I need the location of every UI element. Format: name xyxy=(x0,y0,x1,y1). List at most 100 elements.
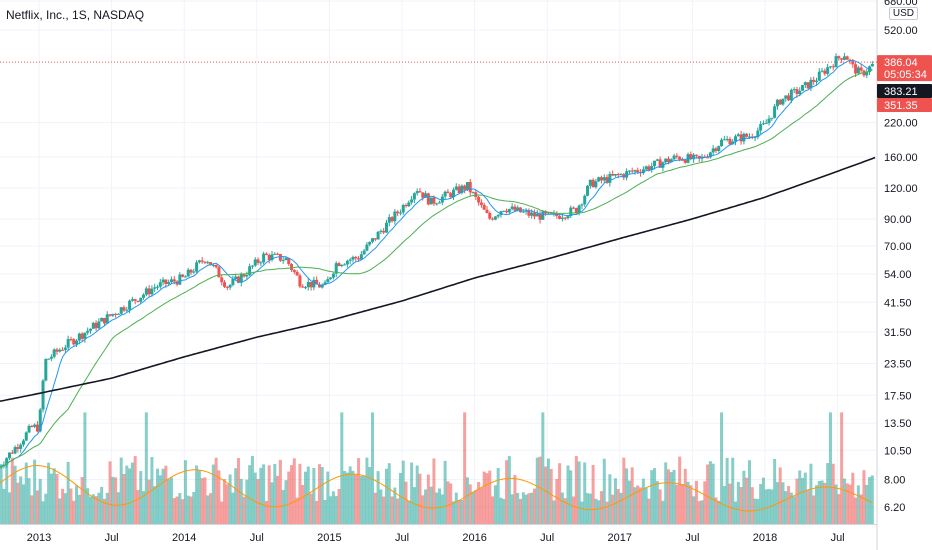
symbol-title[interactable]: Netflix, Inc., 1S, NASDAQ xyxy=(6,8,145,22)
volume-bar xyxy=(519,498,523,524)
candle-body xyxy=(680,159,684,161)
candle-body xyxy=(206,262,210,264)
volume-bar xyxy=(379,489,383,524)
candle-body xyxy=(706,157,710,159)
volume-bar xyxy=(142,491,146,524)
volume-bar xyxy=(714,497,718,524)
candle-body xyxy=(236,276,240,283)
candle-body xyxy=(566,216,570,219)
candle-body xyxy=(558,216,562,219)
candle-body xyxy=(306,281,310,288)
volume-bar xyxy=(697,501,701,524)
volume-bar xyxy=(761,477,765,524)
candle-body xyxy=(359,254,363,260)
volume-bar xyxy=(136,489,140,524)
candle-body xyxy=(61,349,65,351)
candle-body xyxy=(644,166,648,170)
candle-body xyxy=(161,279,165,283)
volume-bar xyxy=(692,496,696,524)
volume-bar xyxy=(770,489,774,524)
candle-body xyxy=(611,173,615,176)
candle-body xyxy=(438,202,442,204)
candle-body xyxy=(418,191,422,193)
volume-bar xyxy=(295,497,299,524)
price-tick-label: 70.00 xyxy=(884,241,912,253)
candle-body xyxy=(404,205,408,207)
volume-bar xyxy=(602,458,606,524)
volume-bar xyxy=(739,487,743,524)
candle-body xyxy=(362,250,366,255)
candle-body xyxy=(415,191,419,194)
volume-bar xyxy=(775,482,779,524)
volume-bar xyxy=(817,481,821,524)
candle-body xyxy=(449,193,453,198)
volume-bar xyxy=(167,479,171,524)
candle-body xyxy=(457,186,461,193)
volume-bar xyxy=(633,487,637,524)
candle-body xyxy=(778,99,782,105)
candle-body xyxy=(183,276,187,278)
volume-bar xyxy=(250,456,254,524)
volume-bar xyxy=(144,412,148,524)
candle-body xyxy=(401,205,405,213)
volume-bar xyxy=(599,491,603,524)
volume-bar xyxy=(560,492,564,524)
candle-body xyxy=(248,266,252,276)
volume-bar xyxy=(544,466,548,524)
candle-body xyxy=(393,211,397,222)
volume-bar xyxy=(736,481,740,524)
time-tick-label: Jul xyxy=(831,532,845,544)
candle-body xyxy=(102,317,106,324)
volume-bar xyxy=(19,476,23,524)
time-axis[interactable]: 2013 Jul 2014 Jul 2015 Jul 2016 Jul 2017 Jul 2018 J… xyxy=(27,532,845,544)
volume-bar xyxy=(563,498,567,524)
candle-body xyxy=(577,205,581,214)
candle-body xyxy=(569,207,573,217)
volume-bar xyxy=(865,484,869,524)
volume-bar xyxy=(384,468,388,524)
candle-body xyxy=(186,269,190,277)
candle-body xyxy=(262,253,266,263)
candle-body xyxy=(133,299,137,301)
volume-bar xyxy=(200,478,204,524)
candle-body xyxy=(488,212,492,219)
candle-body xyxy=(47,358,51,360)
candle-body xyxy=(424,193,428,198)
volume-bar xyxy=(496,467,500,524)
candle-body xyxy=(86,330,90,333)
volume-bar xyxy=(178,493,182,524)
candle-body xyxy=(128,300,132,310)
volume-bar xyxy=(479,487,483,524)
volume-bar xyxy=(75,485,79,524)
candle-body xyxy=(560,217,564,219)
candle-body xyxy=(580,204,584,206)
candle-body xyxy=(477,196,481,203)
volume-bar xyxy=(175,496,179,524)
volume-bar xyxy=(672,469,676,524)
volume-bar xyxy=(290,465,294,524)
candle-body xyxy=(471,192,475,194)
price-axis[interactable]: 6.20 8.00 10.50 13.50 17.50 23.50 31.50 41.50 54… xyxy=(884,0,918,514)
candle-body xyxy=(231,279,235,285)
candle-body xyxy=(189,269,193,273)
candle-body xyxy=(16,447,20,449)
volume-bar xyxy=(303,471,307,524)
volume-bar xyxy=(446,481,450,524)
volume-bar xyxy=(773,458,777,524)
volume-bar xyxy=(55,473,59,524)
volume-bar xyxy=(189,496,193,524)
candle-body xyxy=(158,282,162,287)
volume-bar xyxy=(828,412,832,524)
currency-label[interactable]: USD xyxy=(888,7,918,20)
candle-body xyxy=(376,231,380,240)
volume-bar xyxy=(354,474,358,524)
volume-bar xyxy=(8,492,12,524)
price-tick-label: 680.00 xyxy=(884,0,918,8)
volume-bar xyxy=(856,485,860,524)
candle-body xyxy=(379,230,383,232)
volume-bar xyxy=(77,494,81,524)
candle-body xyxy=(736,134,740,137)
candle-body xyxy=(597,177,601,182)
